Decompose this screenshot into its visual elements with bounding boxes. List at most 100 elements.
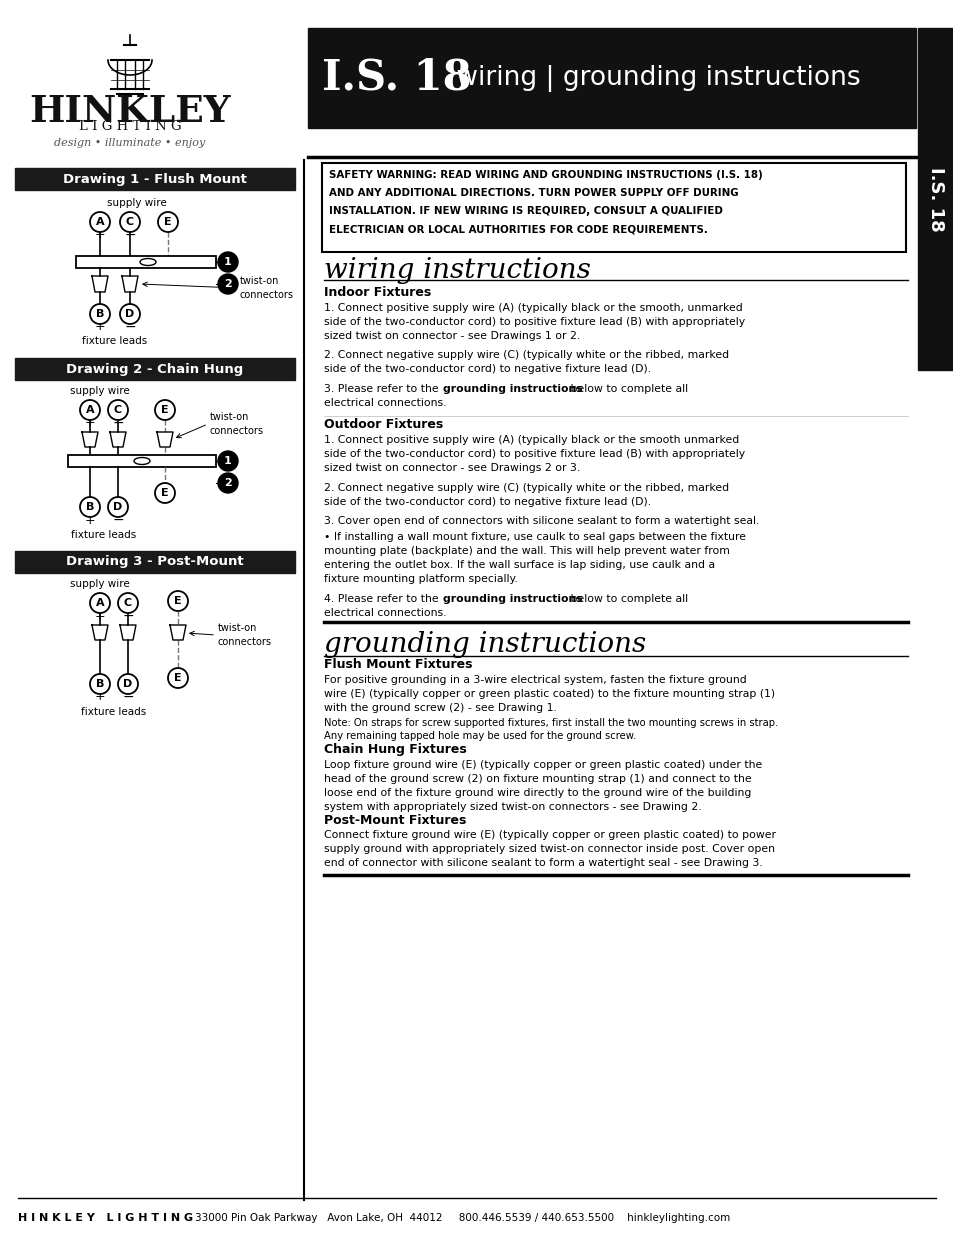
- Circle shape: [154, 483, 174, 503]
- Text: 1: 1: [224, 456, 232, 466]
- Text: I.S. 18: I.S. 18: [322, 57, 471, 99]
- Text: design • illuminate • enjoy: design • illuminate • enjoy: [54, 138, 206, 148]
- Text: electrical connections.: electrical connections.: [324, 398, 446, 408]
- Bar: [15, 168, 294, 190]
- Text: 2. Connect negative supply wire (C) (typically white or the ribbed, marked
side : 2. Connect negative supply wire (C) (typ…: [324, 483, 728, 508]
- Text: −: −: [122, 690, 133, 704]
- Text: Drawing 1 - Flush Mount: Drawing 1 - Flush Mount: [63, 173, 247, 185]
- Text: C: C: [113, 405, 122, 415]
- Circle shape: [218, 274, 237, 294]
- Text: Note: On straps for screw supported fixtures, first install the two mounting scr: Note: On straps for screw supported fixt…: [324, 718, 778, 741]
- Text: twist-on
connectors: twist-on connectors: [218, 624, 272, 647]
- Text: A: A: [86, 405, 94, 415]
- Text: Drawing 2 - Chain Hung: Drawing 2 - Chain Hung: [67, 363, 243, 375]
- Text: below to complete all: below to complete all: [566, 594, 687, 604]
- Circle shape: [168, 668, 188, 688]
- Text: 2: 2: [224, 478, 232, 488]
- Text: twist-on
connectors: twist-on connectors: [210, 412, 264, 436]
- Text: grounding instructions: grounding instructions: [442, 594, 582, 604]
- Text: Post-Mount Fixtures: Post-Mount Fixtures: [324, 814, 466, 826]
- Text: SAFETY WARNING: READ WIRING AND GROUNDING INSTRUCTIONS (I.S. 18): SAFETY WARNING: READ WIRING AND GROUNDIN…: [329, 170, 762, 180]
- Circle shape: [218, 252, 237, 272]
- Text: E: E: [174, 673, 182, 683]
- Text: HINKLEY: HINKLEY: [30, 94, 231, 131]
- Circle shape: [108, 400, 128, 420]
- Text: 3. Please refer to the: 3. Please refer to the: [324, 384, 441, 394]
- Circle shape: [90, 593, 110, 613]
- Text: H I N K L E Y   L I G H T I N G: H I N K L E Y L I G H T I N G: [18, 1213, 193, 1223]
- Text: 1: 1: [224, 257, 232, 267]
- Text: D: D: [113, 501, 123, 513]
- Bar: [917, 28, 953, 370]
- Text: INSTALLATION. IF NEW WIRING IS REQUIRED, CONSULT A QUALIFIED: INSTALLATION. IF NEW WIRING IS REQUIRED,…: [329, 206, 722, 216]
- Circle shape: [158, 212, 178, 232]
- Text: Outdoor Fixtures: Outdoor Fixtures: [324, 419, 443, 431]
- Circle shape: [80, 400, 100, 420]
- Text: supply wire: supply wire: [71, 579, 130, 589]
- Bar: [15, 551, 294, 573]
- Text: For positive grounding in a 3-wire electrical system, fasten the fixture ground
: For positive grounding in a 3-wire elect…: [324, 676, 774, 713]
- Text: ELECTRICIAN OR LOCAL AUTHORITIES FOR CODE REQUIREMENTS.: ELECTRICIAN OR LOCAL AUTHORITIES FOR COD…: [329, 224, 707, 233]
- Text: grounding instructions: grounding instructions: [324, 631, 645, 657]
- Text: 1. Connect positive supply wire (A) (typically black or the smooth, unmarked
sid: 1. Connect positive supply wire (A) (typ…: [324, 303, 744, 341]
- Text: 1. Connect positive supply wire (A) (typically black or the smooth unmarked
side: 1. Connect positive supply wire (A) (typ…: [324, 435, 744, 473]
- Text: wiring instructions: wiring instructions: [324, 257, 590, 284]
- Text: E: E: [161, 488, 169, 498]
- Text: 2. Connect negative supply wire (C) (typically white or the ribbed, marked
side : 2. Connect negative supply wire (C) (typ…: [324, 350, 728, 374]
- Text: E: E: [161, 405, 169, 415]
- Ellipse shape: [140, 258, 156, 266]
- Text: +: +: [94, 690, 105, 704]
- Circle shape: [168, 592, 188, 611]
- Text: Chain Hung Fixtures: Chain Hung Fixtures: [324, 743, 466, 757]
- Text: −: −: [124, 320, 135, 333]
- Bar: [15, 358, 294, 380]
- Text: Flush Mount Fixtures: Flush Mount Fixtures: [324, 658, 472, 672]
- Circle shape: [90, 304, 110, 324]
- Text: Drawing 3 - Post-Mount: Drawing 3 - Post-Mount: [66, 556, 244, 568]
- Text: electrical connections.: electrical connections.: [324, 608, 446, 618]
- Circle shape: [118, 674, 138, 694]
- Text: AND ANY ADDITIONAL DIRECTIONS. TURN POWER SUPPLY OFF DURING: AND ANY ADDITIONAL DIRECTIONS. TURN POWE…: [329, 188, 738, 198]
- Text: +: +: [85, 416, 95, 430]
- Ellipse shape: [133, 457, 150, 464]
- Circle shape: [118, 593, 138, 613]
- Text: below to complete all: below to complete all: [566, 384, 687, 394]
- Text: B: B: [86, 501, 94, 513]
- Bar: [322, 163, 905, 252]
- Circle shape: [218, 473, 237, 493]
- Text: +: +: [94, 321, 105, 333]
- Text: +: +: [85, 514, 95, 526]
- Text: fixture leads: fixture leads: [71, 530, 136, 540]
- Bar: [308, 28, 915, 128]
- Text: A: A: [95, 217, 104, 227]
- Text: • If installing a wall mount fixture, use caulk to seal gaps between the fixture: • If installing a wall mount fixture, us…: [324, 532, 745, 584]
- Circle shape: [120, 212, 140, 232]
- Text: supply wire: supply wire: [107, 198, 167, 207]
- Text: B: B: [95, 679, 104, 689]
- Text: D: D: [123, 679, 132, 689]
- Text: Indoor Fixtures: Indoor Fixtures: [324, 287, 431, 300]
- Circle shape: [90, 674, 110, 694]
- Text: 4. Please refer to the: 4. Please refer to the: [324, 594, 441, 604]
- Text: −: −: [122, 609, 133, 622]
- Text: Loop fixture ground wire (E) (typically copper or green plastic coated) under th: Loop fixture ground wire (E) (typically …: [324, 760, 761, 811]
- Circle shape: [108, 496, 128, 517]
- Text: 33000 Pin Oak Parkway   Avon Lake, OH  44012     800.446.5539 / 440.653.5500    : 33000 Pin Oak Parkway Avon Lake, OH 4401…: [194, 1213, 729, 1223]
- Text: −: −: [124, 228, 135, 242]
- Text: supply wire: supply wire: [71, 387, 130, 396]
- Text: C: C: [124, 598, 132, 608]
- Bar: [76, 256, 215, 268]
- Text: fixture leads: fixture leads: [81, 706, 147, 718]
- Text: L I G H T I N G: L I G H T I N G: [78, 121, 181, 133]
- Text: E: E: [164, 217, 172, 227]
- Text: B: B: [95, 309, 104, 319]
- Text: D: D: [125, 309, 134, 319]
- Circle shape: [218, 451, 237, 471]
- Text: E: E: [174, 597, 182, 606]
- Text: −: −: [112, 513, 124, 527]
- Text: A: A: [95, 598, 104, 608]
- Circle shape: [154, 400, 174, 420]
- Text: C: C: [126, 217, 134, 227]
- Text: fixture leads: fixture leads: [82, 336, 148, 346]
- Text: +: +: [94, 228, 105, 242]
